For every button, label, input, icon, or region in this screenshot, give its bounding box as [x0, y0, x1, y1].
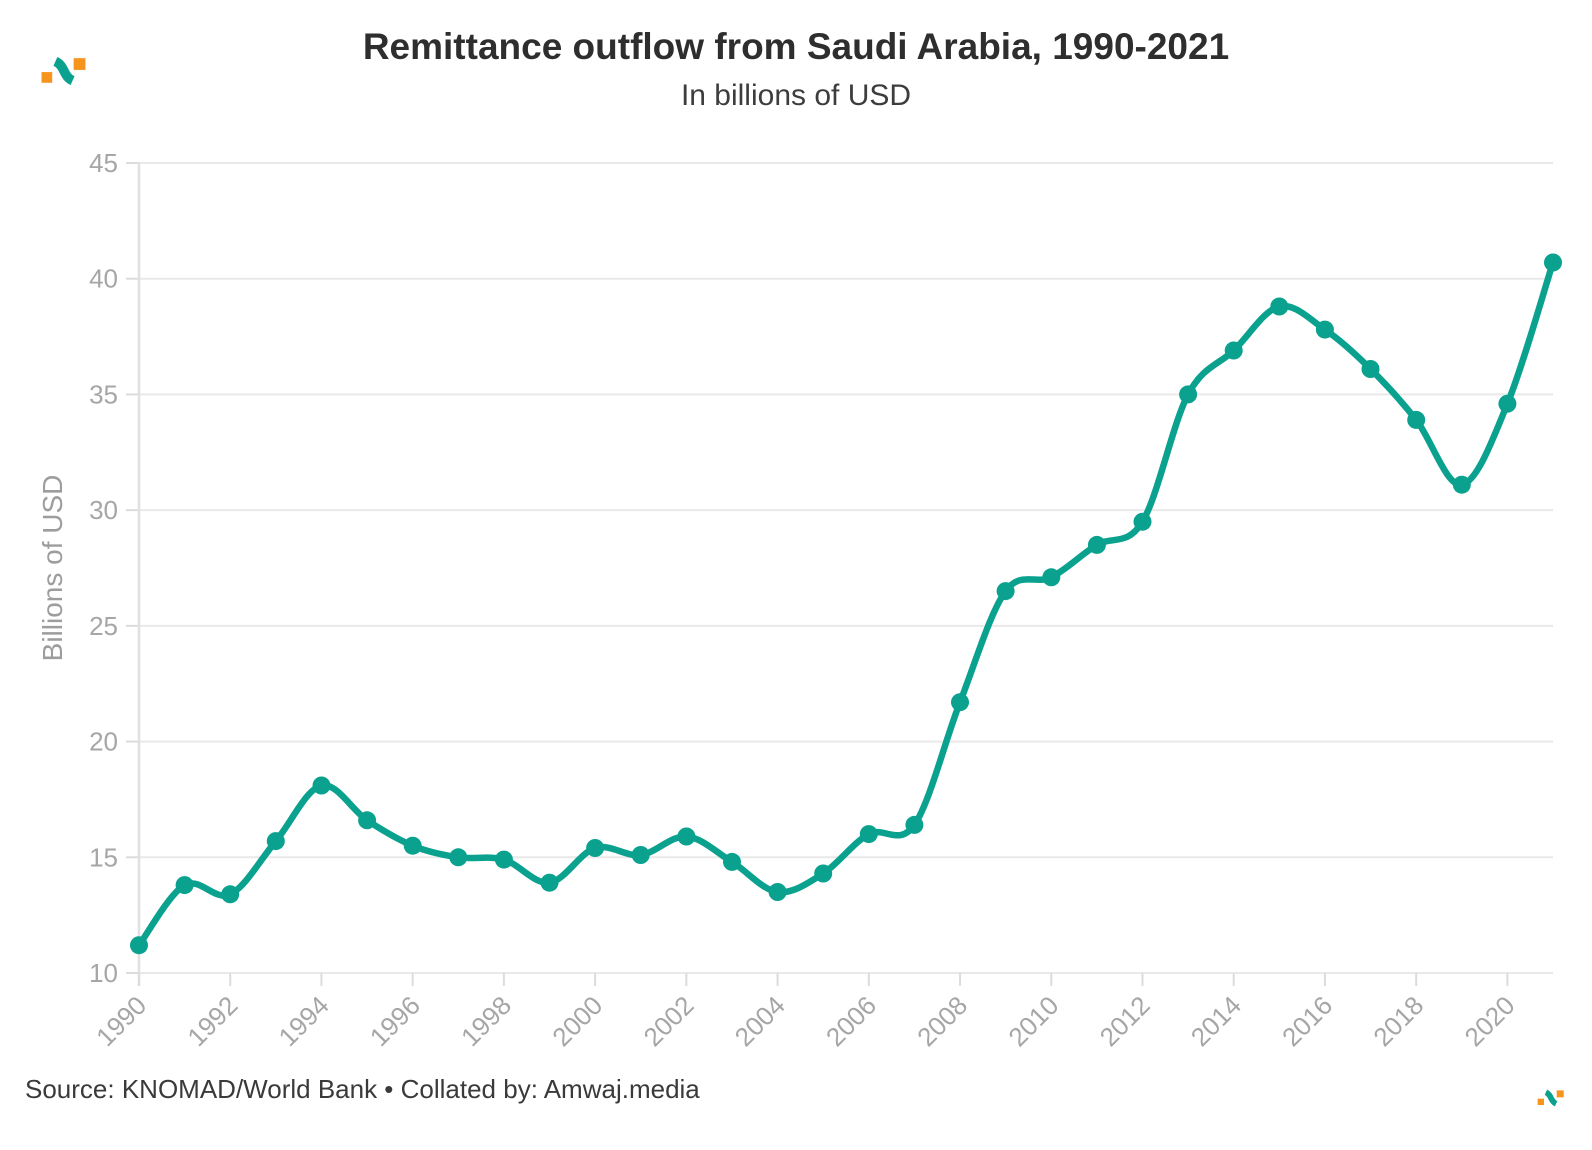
data-point-2021: [1544, 253, 1562, 272]
chart-title: Remittance outflow from Saudi Arabia, 19…: [362, 26, 1230, 67]
data-point-1996: [403, 836, 422, 855]
y-tick-label-20: 20: [89, 727, 118, 757]
chart-subtitle: In billions of USD: [680, 79, 912, 112]
data-point-1993: [266, 832, 285, 851]
x-tick-label-2014: 2014: [1185, 990, 1247, 1052]
x-tick-label-2016: 2016: [1276, 990, 1338, 1052]
logo-orange-square-left: [41, 72, 53, 83]
x-tick-label-1990: 1990: [90, 990, 152, 1052]
logo-teal-wave: [1544, 1089, 1558, 1107]
data-point-2014: [1224, 341, 1243, 360]
x-tick-label-1998: 1998: [455, 990, 517, 1052]
data-point-2002: [677, 827, 696, 846]
data-point-2009: [996, 582, 1015, 601]
x-tick-label-2020: 2020: [1459, 990, 1521, 1052]
x-tick-label-1994: 1994: [273, 990, 335, 1052]
data-point-2007: [905, 815, 924, 834]
x-tick-label-2010: 2010: [1002, 990, 1064, 1052]
data-point-2003: [723, 852, 741, 871]
x-tick-label-2000: 2000: [546, 990, 608, 1052]
x-tick-label-2012: 2012: [1094, 990, 1156, 1052]
data-point-2019: [1452, 475, 1471, 494]
logo-teal-wave: [52, 56, 76, 86]
data-line-remittance: [135, 259, 1557, 949]
x-tick-label-2018: 2018: [1367, 990, 1429, 1052]
source-credit: Source: KNOMAD/World Bank • Collated by:…: [25, 1074, 700, 1104]
data-point-2008: [951, 693, 969, 712]
logo-orange-square-right: [1556, 1090, 1564, 1098]
x-tick-label-2004: 2004: [729, 990, 791, 1052]
x-tick-label-1996: 1996: [364, 990, 426, 1052]
data-point-1998: [494, 850, 513, 869]
data-point-1991: [175, 876, 194, 895]
logo-orange-square-left: [1537, 1098, 1544, 1105]
x-tick-label-2008: 2008: [911, 990, 973, 1052]
amwaj-media-logo-small: [1537, 1089, 1564, 1107]
data-point-2000: [586, 839, 605, 857]
data-point-2015: [1270, 297, 1289, 316]
data-point-2012: [1133, 512, 1152, 531]
data-point-2020: [1498, 394, 1517, 413]
data-point-2005: [814, 864, 833, 883]
data-point-2016: [1315, 320, 1334, 339]
x-tick-label-1992: 1992: [181, 990, 243, 1052]
data-point-2011: [1087, 535, 1106, 554]
amwaj-media-logo: [41, 56, 86, 86]
data-point-2004: [768, 883, 787, 901]
data-point-2018: [1407, 410, 1426, 429]
y-tick-label-25: 25: [89, 611, 118, 641]
data-point-2013: [1179, 385, 1198, 404]
y-axis-title: Billions of USD: [37, 475, 68, 662]
y-tick-label-35: 35: [89, 379, 118, 409]
y-tick-label-30: 30: [89, 495, 118, 525]
data-point-1997: [449, 848, 468, 867]
data-point-2010: [1042, 568, 1061, 587]
x-tick-label-2002: 2002: [637, 990, 699, 1052]
y-tick-label-40: 40: [89, 264, 118, 294]
data-point-1992: [221, 885, 240, 904]
y-tick-label-15: 15: [89, 842, 118, 872]
x-tick-label-2006: 2006: [820, 990, 882, 1052]
data-point-2006: [859, 825, 878, 844]
data-point-1990: [130, 936, 148, 955]
y-tick-label-10: 10: [89, 958, 118, 988]
data-point-1995: [358, 811, 377, 830]
data-point-1994: [312, 776, 331, 795]
data-point-2017: [1361, 360, 1380, 378]
logo-orange-square-right: [73, 58, 86, 70]
data-point-2001: [631, 846, 650, 864]
y-tick-label-45: 45: [89, 148, 118, 178]
data-point-1999: [540, 873, 559, 892]
